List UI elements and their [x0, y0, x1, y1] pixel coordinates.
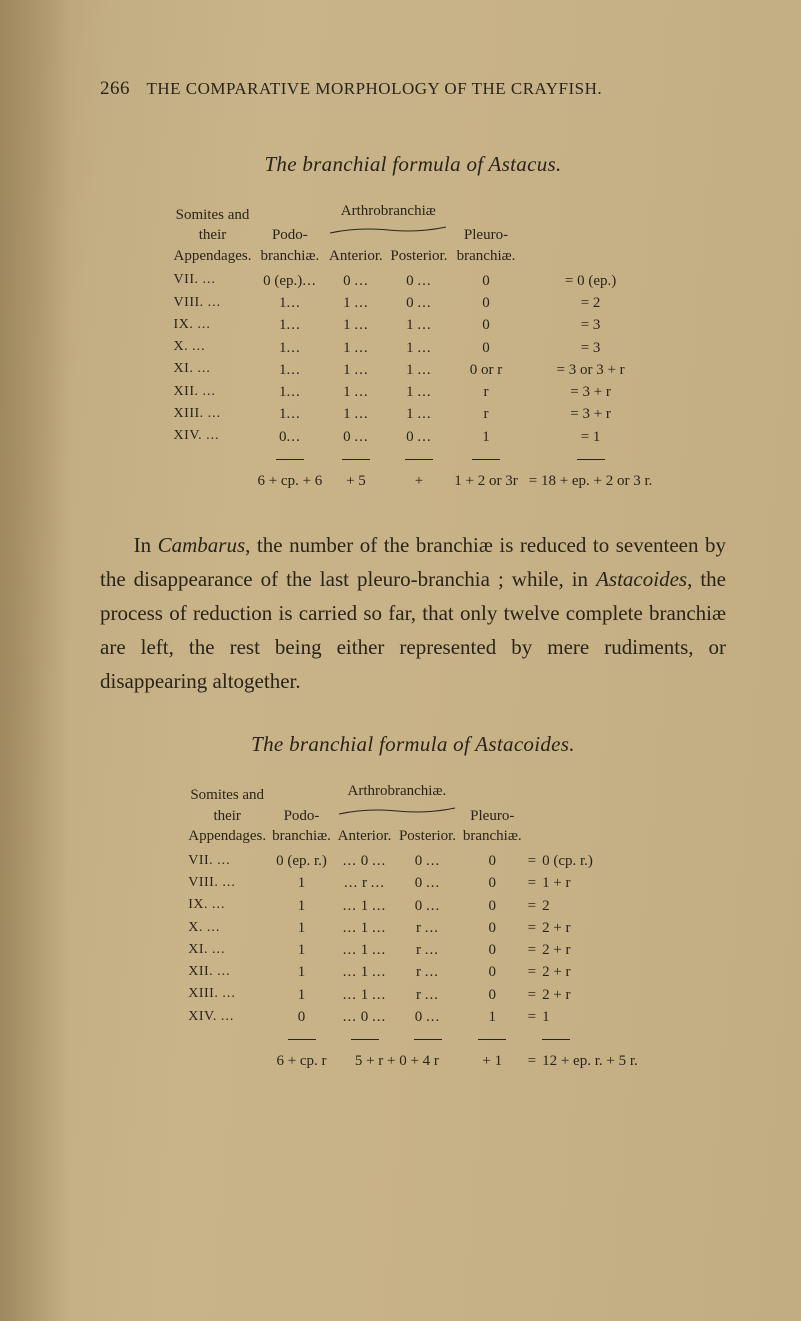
- col2-eqsign: [525, 781, 539, 850]
- col2-posterior: Posterior.: [395, 826, 460, 850]
- brace-icon: [328, 225, 448, 233]
- col-posterior: Posterior.: [387, 246, 452, 270]
- page-number: 266: [100, 78, 130, 99]
- col-podo: Podo-branchiæ.: [254, 201, 325, 270]
- page: 266 THE COMPARATIVE MORPHOLOGY OF THE CR…: [0, 0, 801, 1321]
- section1-caption: The branchial formula of Astacus.: [100, 152, 726, 177]
- body-paragraph: In Cambarus, the number of the branchiæ …: [100, 528, 726, 698]
- col2-rhs: [539, 781, 641, 850]
- table-row: VII. ...0 (ep. r.)... 0 ...0 ...0=0 (cp.…: [185, 850, 641, 872]
- col2-podo: Podo-branchiæ.: [269, 781, 334, 850]
- table-row: XI. ...1... 1 ...r ...0=2 + r: [185, 939, 641, 961]
- table-row: XIV. ...0... 0 ...0 ...1=1: [185, 1006, 641, 1028]
- table-astacus: Somites andtheirAppendages. Podo-branchi…: [171, 201, 656, 492]
- separator-row: [171, 448, 656, 470]
- table-row: XI. ...1...1 ...1 ...0 or r= 3 or 3 + r: [171, 359, 656, 381]
- section2-caption: The branchial formula of Astacoides.: [100, 732, 726, 757]
- col-eq: [521, 201, 656, 270]
- brace-icon: [337, 806, 457, 814]
- table-astacoides: Somites andtheirAppendages. Podo-branchi…: [185, 781, 641, 1072]
- separator-row: [185, 1028, 641, 1050]
- genus-astacoides: Astacoides: [596, 567, 687, 591]
- genus-cambarus: Cambarus: [158, 533, 246, 557]
- table-row: XIV. ...0...0 ...0 ...1= 1: [171, 426, 656, 448]
- table-row: X. ...1...1 ...1 ...0= 3: [171, 337, 656, 359]
- table-row: XIII. ...1... 1 ...r ...0=2 + r: [185, 984, 641, 1006]
- col2-anterior: Anterior.: [334, 826, 395, 850]
- col-somites: Somites andtheirAppendages.: [171, 201, 255, 270]
- col-pleuro: Pleuro-branchiæ.: [451, 201, 520, 270]
- running-title: THE COMPARATIVE MORPHOLOGY OF THE CRAYFI…: [146, 79, 602, 98]
- table-row: XII. ...1... 1 ...r ...0=2 + r: [185, 961, 641, 983]
- col-anterior: Anterior.: [325, 246, 386, 270]
- col-arthro-group: Arthrobranchiæ: [325, 201, 451, 246]
- totals-row: 6 + cp. + 6+ 5+1 + 2 or 3r= 18 + ep. + 2…: [171, 470, 656, 492]
- col2-arthro-group: Arthrobranchiæ.: [334, 781, 460, 826]
- col2-somites: Somites andtheirAppendages.: [185, 781, 269, 850]
- table-row: VII. ...0 (ep.)...0 ...0 ...0= 0 (ep.): [171, 270, 656, 292]
- table-row: X. ...1... 1 ...r ...0=2 + r: [185, 917, 641, 939]
- table-row: IX. ...1...1 ...1 ...0= 3: [171, 314, 656, 336]
- table-row: IX. ...1... 1 ...0 ...0=2: [185, 895, 641, 917]
- para-1: In Cambarus, the number of the branchiæ …: [100, 528, 726, 698]
- running-head: 266 THE COMPARATIVE MORPHOLOGY OF THE CR…: [100, 78, 726, 100]
- col2-pleuro: Pleuro-branchiæ.: [460, 781, 525, 850]
- table-row: VIII. ...1... r ...0 ...0=1 + r: [185, 872, 641, 894]
- table-row: VIII. ...1...1 ...0 ...0= 2: [171, 292, 656, 314]
- table-row: XIII. ...1...1 ...1 ...r= 3 + r: [171, 403, 656, 425]
- table-row: XII. ...1...1 ...1 ...r= 3 + r: [171, 381, 656, 403]
- totals-row: 6 + cp. r5 + r + 0 + 4 r+ 1=12 + ep. r. …: [185, 1050, 641, 1072]
